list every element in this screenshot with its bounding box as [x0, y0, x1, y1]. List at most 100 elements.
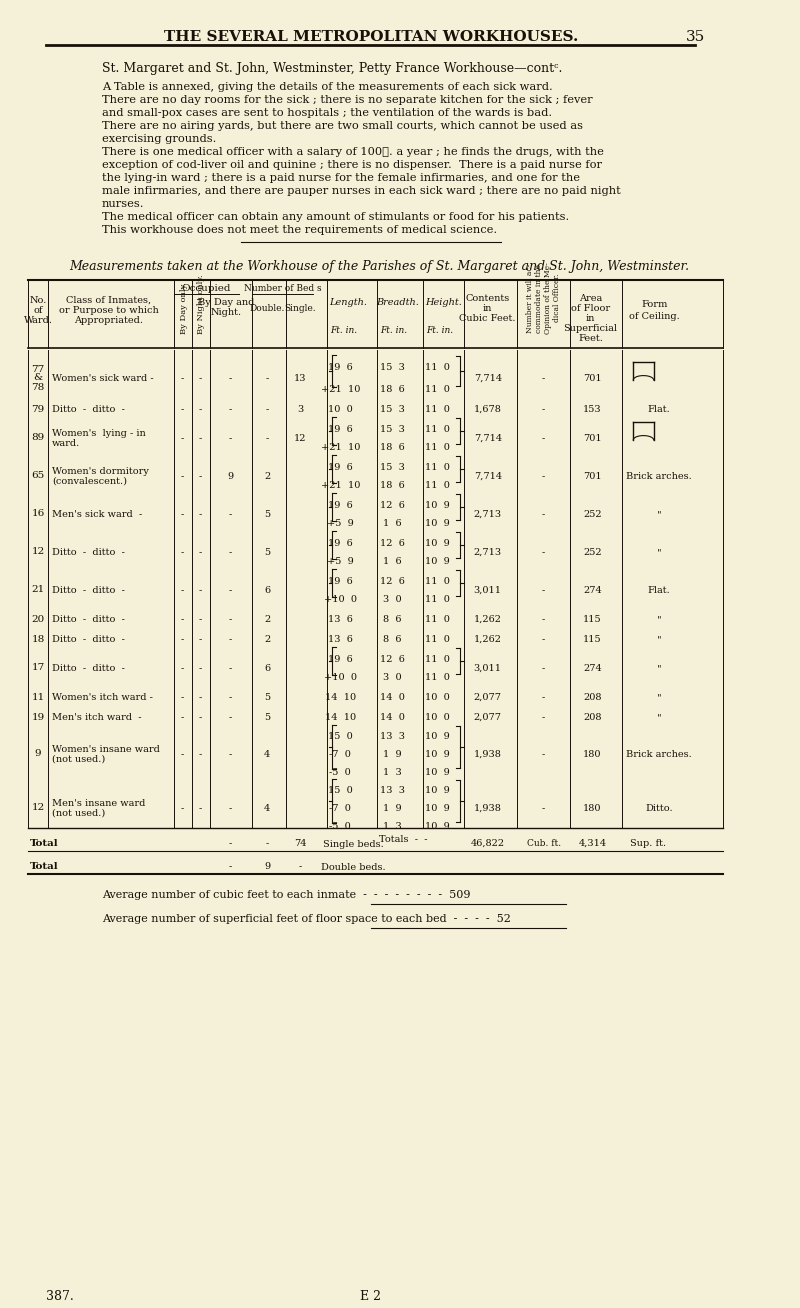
Text: 21: 21 — [31, 586, 45, 595]
Text: -: - — [181, 405, 184, 415]
Text: -7  0: -7 0 — [330, 749, 351, 759]
Text: Feet.: Feet. — [578, 334, 603, 343]
Text: Breadth.: Breadth. — [376, 298, 419, 307]
Text: 11  0: 11 0 — [425, 425, 450, 433]
Text: 10  9: 10 9 — [426, 821, 450, 831]
Text: +21  10: +21 10 — [321, 385, 360, 394]
Text: -5  0: -5 0 — [330, 768, 351, 777]
Text: 701: 701 — [583, 434, 602, 443]
Text: 12: 12 — [31, 548, 45, 556]
Text: +10  0: +10 0 — [324, 674, 357, 683]
Text: 10  9: 10 9 — [426, 501, 450, 510]
Text: 10  9: 10 9 — [426, 732, 450, 742]
Text: -: - — [198, 434, 202, 443]
Text: 10  9: 10 9 — [426, 768, 450, 777]
Text: 12: 12 — [294, 434, 306, 443]
Text: Men's itch ward  -: Men's itch ward - — [52, 713, 142, 722]
Text: -: - — [228, 862, 231, 871]
Text: 1,938: 1,938 — [474, 804, 502, 814]
Text: -: - — [181, 510, 184, 519]
Text: Ditto  -  ditto  -: Ditto - ditto - — [52, 664, 125, 674]
Text: 12  6: 12 6 — [380, 501, 405, 510]
Text: Women's sick ward -: Women's sick ward - — [52, 374, 154, 383]
Text: -: - — [181, 634, 184, 644]
Text: -: - — [542, 472, 545, 481]
Text: 77: 77 — [31, 365, 45, 374]
Text: Brick arches.: Brick arches. — [626, 472, 692, 481]
Text: -: - — [228, 713, 231, 722]
Text: 18  6: 18 6 — [380, 385, 405, 394]
Text: 17: 17 — [31, 663, 45, 672]
Text: Night.: Night. — [210, 307, 242, 317]
Text: exception of cod-liver oil and quinine ; there is no dispenser.  There is a paid: exception of cod-liver oil and quinine ;… — [102, 160, 602, 170]
Text: 19  6: 19 6 — [328, 463, 353, 471]
Text: 35: 35 — [686, 30, 706, 44]
Text: of Ceiling.: of Ceiling. — [630, 313, 680, 320]
Text: 9: 9 — [264, 862, 270, 871]
Text: -: - — [198, 713, 202, 722]
Text: Ditto  -  ditto  -: Ditto - ditto - — [52, 586, 125, 595]
Text: -: - — [228, 510, 231, 519]
Text: -: - — [228, 838, 231, 848]
Text: and small-pox cases are sent to hospitals ; the ventilation of the wards is bad.: and small-pox cases are sent to hospital… — [102, 109, 552, 118]
Text: -: - — [198, 405, 202, 415]
Text: -: - — [542, 548, 545, 557]
Text: -: - — [542, 713, 545, 722]
Text: 274: 274 — [583, 664, 602, 674]
Text: Double beds.: Double beds. — [321, 863, 386, 872]
Text: -: - — [542, 374, 545, 383]
Text: 208: 208 — [583, 693, 602, 702]
Text: -: - — [542, 434, 545, 443]
Text: Number of Bed s: Number of Bed s — [244, 284, 322, 293]
Text: -5  0: -5 0 — [330, 821, 351, 831]
Text: -: - — [181, 615, 184, 624]
Text: Length.: Length. — [329, 298, 366, 307]
Text: Sup. ft.: Sup. ft. — [630, 838, 666, 848]
Text: 1,262: 1,262 — [474, 615, 502, 624]
Text: 1  6: 1 6 — [383, 519, 402, 528]
Text: 13  3: 13 3 — [380, 732, 405, 742]
Text: 8  6: 8 6 — [383, 615, 402, 624]
Text: Average number of cubic feet to each inmate  -  -  -  -  -  -  -  -  509: Average number of cubic feet to each inm… — [102, 889, 470, 900]
Text: ": " — [657, 713, 662, 722]
Text: 10  9: 10 9 — [426, 557, 450, 566]
Text: 15  0: 15 0 — [328, 732, 353, 742]
Text: 180: 180 — [583, 804, 602, 814]
Text: -: - — [542, 615, 545, 624]
Text: -: - — [228, 804, 231, 814]
Text: Flat.: Flat. — [648, 405, 670, 415]
Text: 11  0: 11 0 — [425, 443, 450, 453]
Text: 15  0: 15 0 — [328, 786, 353, 795]
Text: -: - — [198, 615, 202, 624]
Text: -: - — [542, 664, 545, 674]
Text: 12  6: 12 6 — [380, 654, 405, 663]
Text: 11  0: 11 0 — [425, 405, 450, 415]
Text: Double.: Double. — [250, 303, 285, 313]
Text: 13  6: 13 6 — [328, 634, 353, 644]
Text: 13  3: 13 3 — [380, 786, 405, 795]
Text: 1,262: 1,262 — [474, 634, 502, 644]
Text: 19  6: 19 6 — [328, 539, 353, 548]
Text: -: - — [266, 838, 269, 848]
Text: 1  6: 1 6 — [383, 557, 402, 566]
Text: -: - — [542, 510, 545, 519]
Text: 18  6: 18 6 — [380, 443, 405, 453]
Text: 2: 2 — [264, 472, 270, 481]
Text: -: - — [198, 664, 202, 674]
Text: -: - — [181, 472, 184, 481]
Text: 252: 252 — [583, 510, 602, 519]
Text: 252: 252 — [583, 548, 602, 557]
Text: 74: 74 — [294, 838, 306, 848]
Text: -: - — [198, 374, 202, 383]
Text: 46,822: 46,822 — [470, 838, 505, 848]
Text: Height.: Height. — [425, 298, 462, 307]
Text: 1  3: 1 3 — [383, 768, 402, 777]
Text: 89: 89 — [31, 433, 45, 442]
Text: 1,678: 1,678 — [474, 405, 502, 415]
Text: 10  9: 10 9 — [426, 539, 450, 548]
Text: (convalescent.): (convalescent.) — [52, 477, 127, 487]
Text: -: - — [542, 405, 545, 415]
Text: ward.: ward. — [52, 439, 80, 449]
Text: The medical officer can obtain any amount of stimulants or food for his patients: The medical officer can obtain any amoun… — [102, 212, 570, 222]
Text: 8  6: 8 6 — [383, 634, 402, 644]
